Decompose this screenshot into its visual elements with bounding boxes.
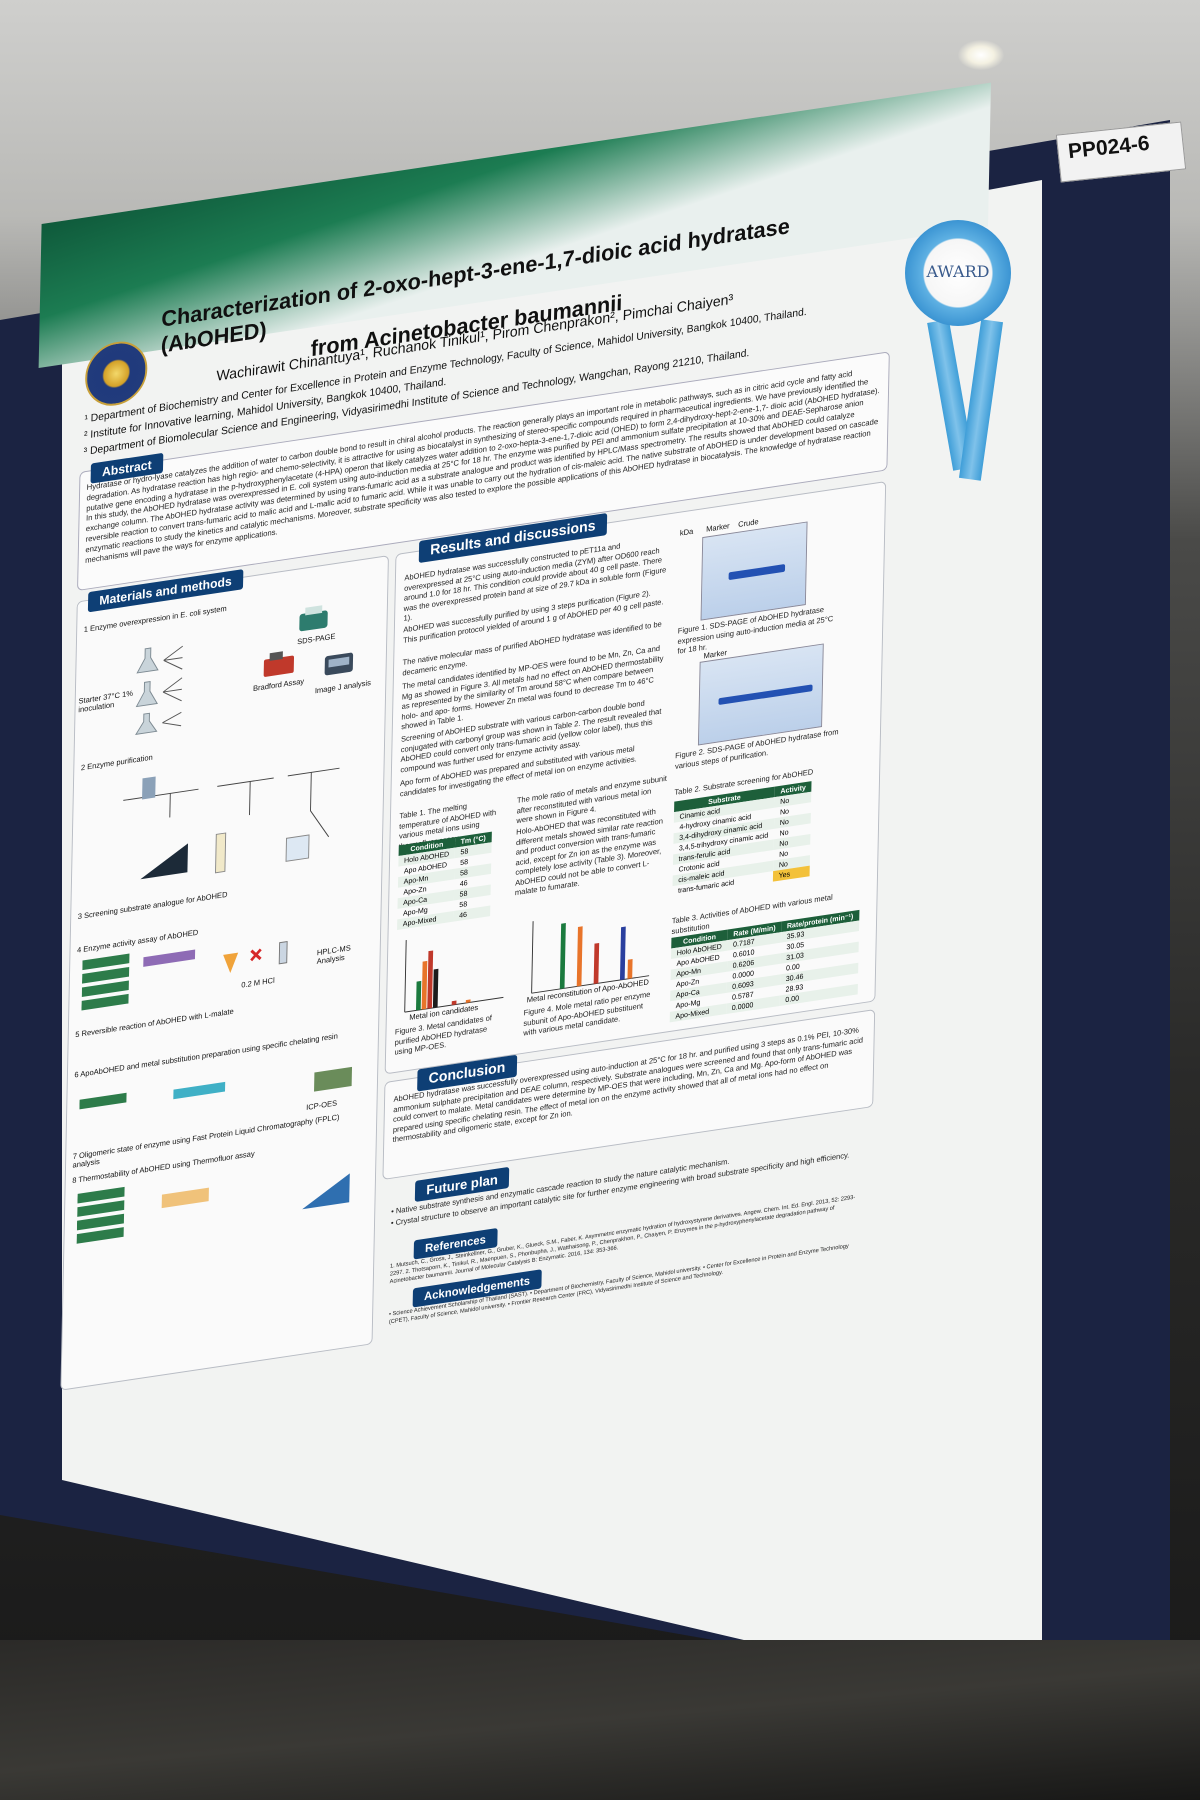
figure3-bar-chart	[395, 920, 510, 1033]
floor-foreground	[0, 1640, 1200, 1800]
culture-flasks-diagram	[134, 624, 249, 737]
metal-substitution-diagram	[79, 1052, 362, 1132]
bradford-assay-icon	[262, 645, 296, 679]
award-rosette	[905, 220, 1011, 326]
sds-page-gel-1	[700, 521, 808, 621]
thermofluor-diagram	[76, 1148, 360, 1248]
figure4-bar-chart	[522, 898, 656, 1014]
purification-flow-diagram	[84, 735, 369, 902]
poster: Characterization of 2-oxo-hept-3-ene-1,7…	[38, 50, 992, 1428]
imagej-scanner-icon	[323, 646, 356, 680]
award-label: AWARD	[926, 262, 990, 281]
activity-assay-diagram	[81, 915, 364, 1015]
ceiling-lamp	[958, 40, 1004, 70]
table1-melting-temperature: Condition Tm (°C) Holo AbOHED 58 Apo AbOHE…	[397, 831, 492, 930]
sds-page-apparatus-icon	[295, 602, 333, 636]
overexpressed-band	[728, 564, 786, 581]
purified-band	[718, 684, 813, 706]
